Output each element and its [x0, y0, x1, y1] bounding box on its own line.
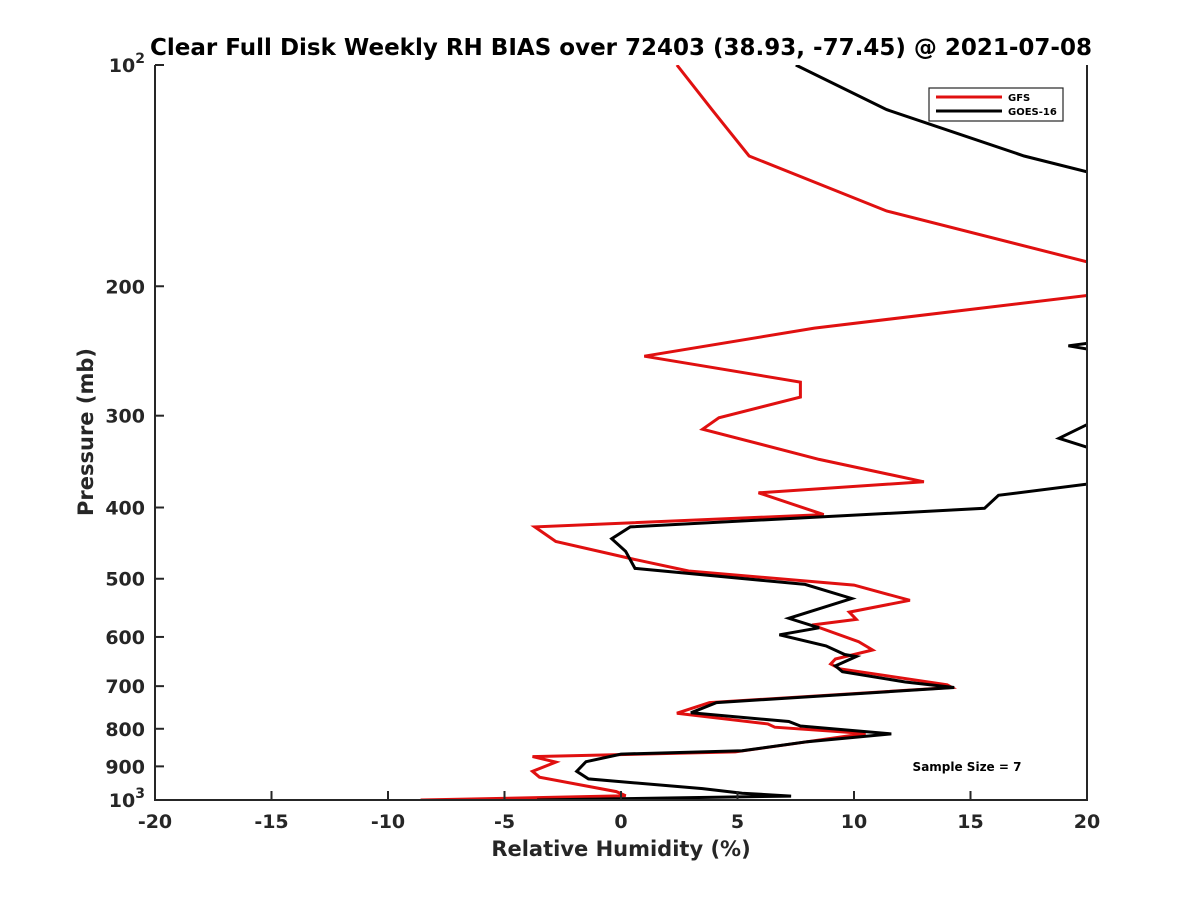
- x-tick-label: -15: [254, 811, 288, 833]
- axes-box: [154, 65, 1088, 801]
- y-tick-label: 400: [105, 498, 145, 520]
- y-tick-label: 600: [105, 627, 145, 649]
- x-tick-label: 0: [614, 811, 627, 833]
- x-tick-label: 10: [841, 811, 867, 833]
- y-tick-label: 900: [105, 756, 145, 778]
- y-tick-label: 102: [109, 51, 145, 77]
- legend-label: GOES-16: [1008, 107, 1057, 118]
- x-tick-label: -5: [494, 811, 515, 833]
- chart-title: Clear Full Disk Weekly RH BIAS over 7240…: [150, 35, 1092, 61]
- series-line-goes-16: [537, 65, 1087, 800]
- x-axis-label: Relative Humidity (%): [491, 837, 750, 861]
- legend-label: GFS: [1008, 93, 1030, 104]
- ticks-layer: -20 -15 -10 -5 0 5 10 15 20 102 200 300 400 500 600 700…: [105, 51, 1100, 833]
- x-tick-label: -10: [371, 811, 405, 833]
- y-tick-label: 300: [105, 406, 145, 428]
- y-axis-label: Pressure (mb): [74, 348, 98, 516]
- y-tick-label: 800: [105, 719, 145, 741]
- x-tick-label: 15: [957, 811, 983, 833]
- series-line-gfs: [420, 65, 1087, 800]
- y-tick-label: 103: [109, 786, 145, 812]
- x-tick-label: 20: [1074, 811, 1100, 833]
- y-tick-label: 200: [105, 276, 145, 298]
- x-tick-label: -20: [138, 811, 172, 833]
- y-tick-label: 500: [105, 569, 145, 591]
- sample-size-annotation: Sample Size = 7: [913, 760, 1022, 774]
- legend: GFS GOES-16: [928, 87, 1064, 122]
- y-tick-label: 700: [105, 676, 145, 698]
- legend-box: [928, 87, 1064, 122]
- x-tick-label: 5: [731, 811, 744, 833]
- series-layer: [420, 65, 1087, 800]
